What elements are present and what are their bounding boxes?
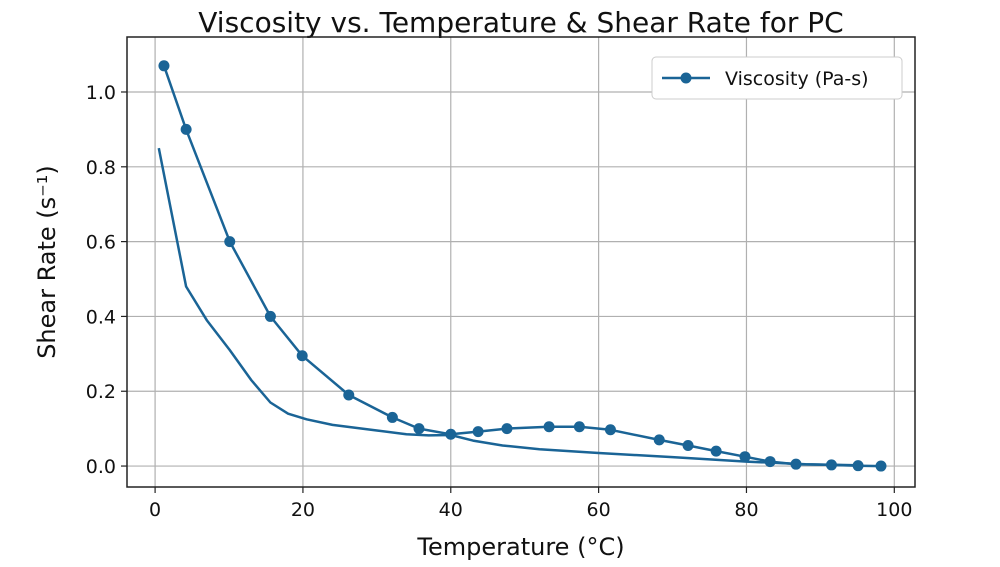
x-tick-label: 100 xyxy=(876,499,912,521)
grid xyxy=(127,37,915,487)
viscosity-point xyxy=(343,389,355,401)
series-layer xyxy=(157,60,887,472)
viscosity-point xyxy=(158,60,170,72)
viscosity-point xyxy=(413,423,425,435)
secondary-line xyxy=(157,147,858,467)
viscosity-point xyxy=(386,411,398,423)
x-axis-label: Temperature (°C) xyxy=(416,533,624,561)
viscosity-point xyxy=(682,439,694,451)
y-tick-label: 1.0 xyxy=(86,82,116,104)
legend-box xyxy=(651,56,903,100)
viscosity-point xyxy=(472,426,484,438)
viscosity-point xyxy=(264,310,276,322)
chart-title: Viscosity vs. Temperature & Shear Rate f… xyxy=(198,6,843,39)
viscosity-point xyxy=(852,460,864,472)
viscosity-point xyxy=(739,451,751,463)
y-tick-label: 0.2 xyxy=(86,381,116,403)
legend: Viscosity (Pa-s) xyxy=(651,56,903,100)
y-tick-label: 0.6 xyxy=(86,232,116,254)
viscosity-point xyxy=(180,123,192,135)
viscosity-point xyxy=(573,421,585,433)
y-tick-label: 0.0 xyxy=(86,456,116,478)
x-tick-label: 0 xyxy=(149,499,161,521)
y-axis-label: Shear Rate (s⁻¹) xyxy=(33,165,61,359)
viscosity-point xyxy=(543,421,555,433)
viscosity-point xyxy=(501,423,513,435)
y-tick-label: 0.8 xyxy=(86,157,116,179)
viscosity-point xyxy=(224,236,236,248)
viscosity-point xyxy=(296,350,308,362)
viscosity-point xyxy=(710,445,722,457)
x-tick-label: 80 xyxy=(734,499,758,521)
x-tick-label: 60 xyxy=(587,499,611,521)
viscosity-point xyxy=(604,424,616,436)
viscosity-point xyxy=(875,460,887,472)
plot-frame xyxy=(126,36,916,488)
ticks: 0 20 40 60 80 100 0.0 0.2 0.4 0.6 0.8 1.0 xyxy=(86,82,913,521)
x-tick-label: 40 xyxy=(439,499,463,521)
y-tick-label: 0.4 xyxy=(86,306,116,328)
legend-marker xyxy=(680,72,692,84)
viscosity-line xyxy=(162,65,882,468)
viscosity-point xyxy=(653,434,665,446)
legend-label: Viscosity (Pa-s) xyxy=(725,68,869,90)
x-tick-label: 20 xyxy=(291,499,315,521)
